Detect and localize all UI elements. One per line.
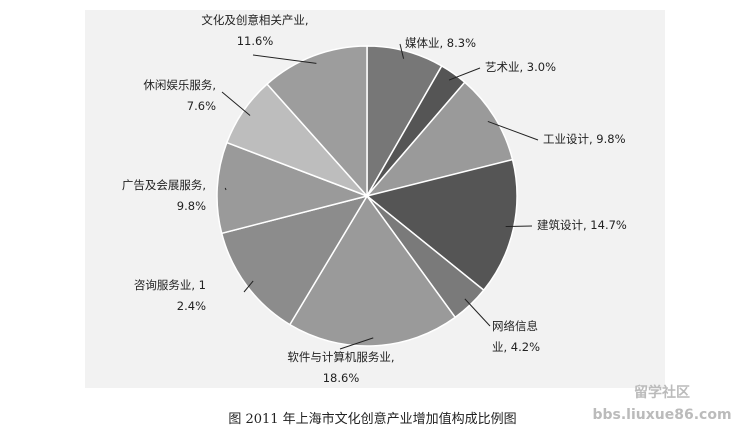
slice-label: 建筑设计, 14.7% — [537, 218, 627, 232]
caption: 图 2011 年上海市文化创意产业增加值构成比例图 — [228, 412, 517, 427]
watermark: 留学社区 bbs.liuxue86.com — [592, 385, 732, 423]
pie-slice — [266, 45, 368, 198]
slice-label: 文化及创意相关产业, 11.6% — [201, 13, 309, 48]
leader-line — [487, 120, 539, 141]
slice-label: 休闲娱乐服务, 7.6% — [143, 78, 216, 113]
slice-label: 媒体业, 8.3% — [405, 36, 477, 50]
slice-label: 艺术业, 3.0% — [485, 60, 557, 74]
leader-line — [505, 225, 533, 228]
leader-line — [224, 187, 227, 191]
leader-line — [339, 337, 374, 350]
pie-slice — [216, 141, 370, 235]
leader-line — [464, 298, 491, 327]
pie-slice — [220, 194, 369, 326]
slice-label: 咨询服务业, 12.4% — [133, 278, 206, 313]
leader-line — [243, 280, 254, 293]
leader-line — [399, 43, 405, 59]
leader-line — [221, 91, 251, 116]
pie-slice — [288, 194, 457, 347]
leader-line — [252, 54, 317, 64]
slice-label: 工业设计, 9.8% — [543, 132, 626, 146]
pie-slice — [365, 158, 518, 292]
pie-slice — [364, 81, 514, 198]
slice-label: 广告及会展服务, 9.8% — [121, 178, 206, 213]
slice-label: 网络信息业, 4.2% — [492, 319, 541, 354]
slice-label: 软件与计算机服务业, 18.6% — [287, 350, 395, 385]
leader-line — [448, 67, 481, 81]
